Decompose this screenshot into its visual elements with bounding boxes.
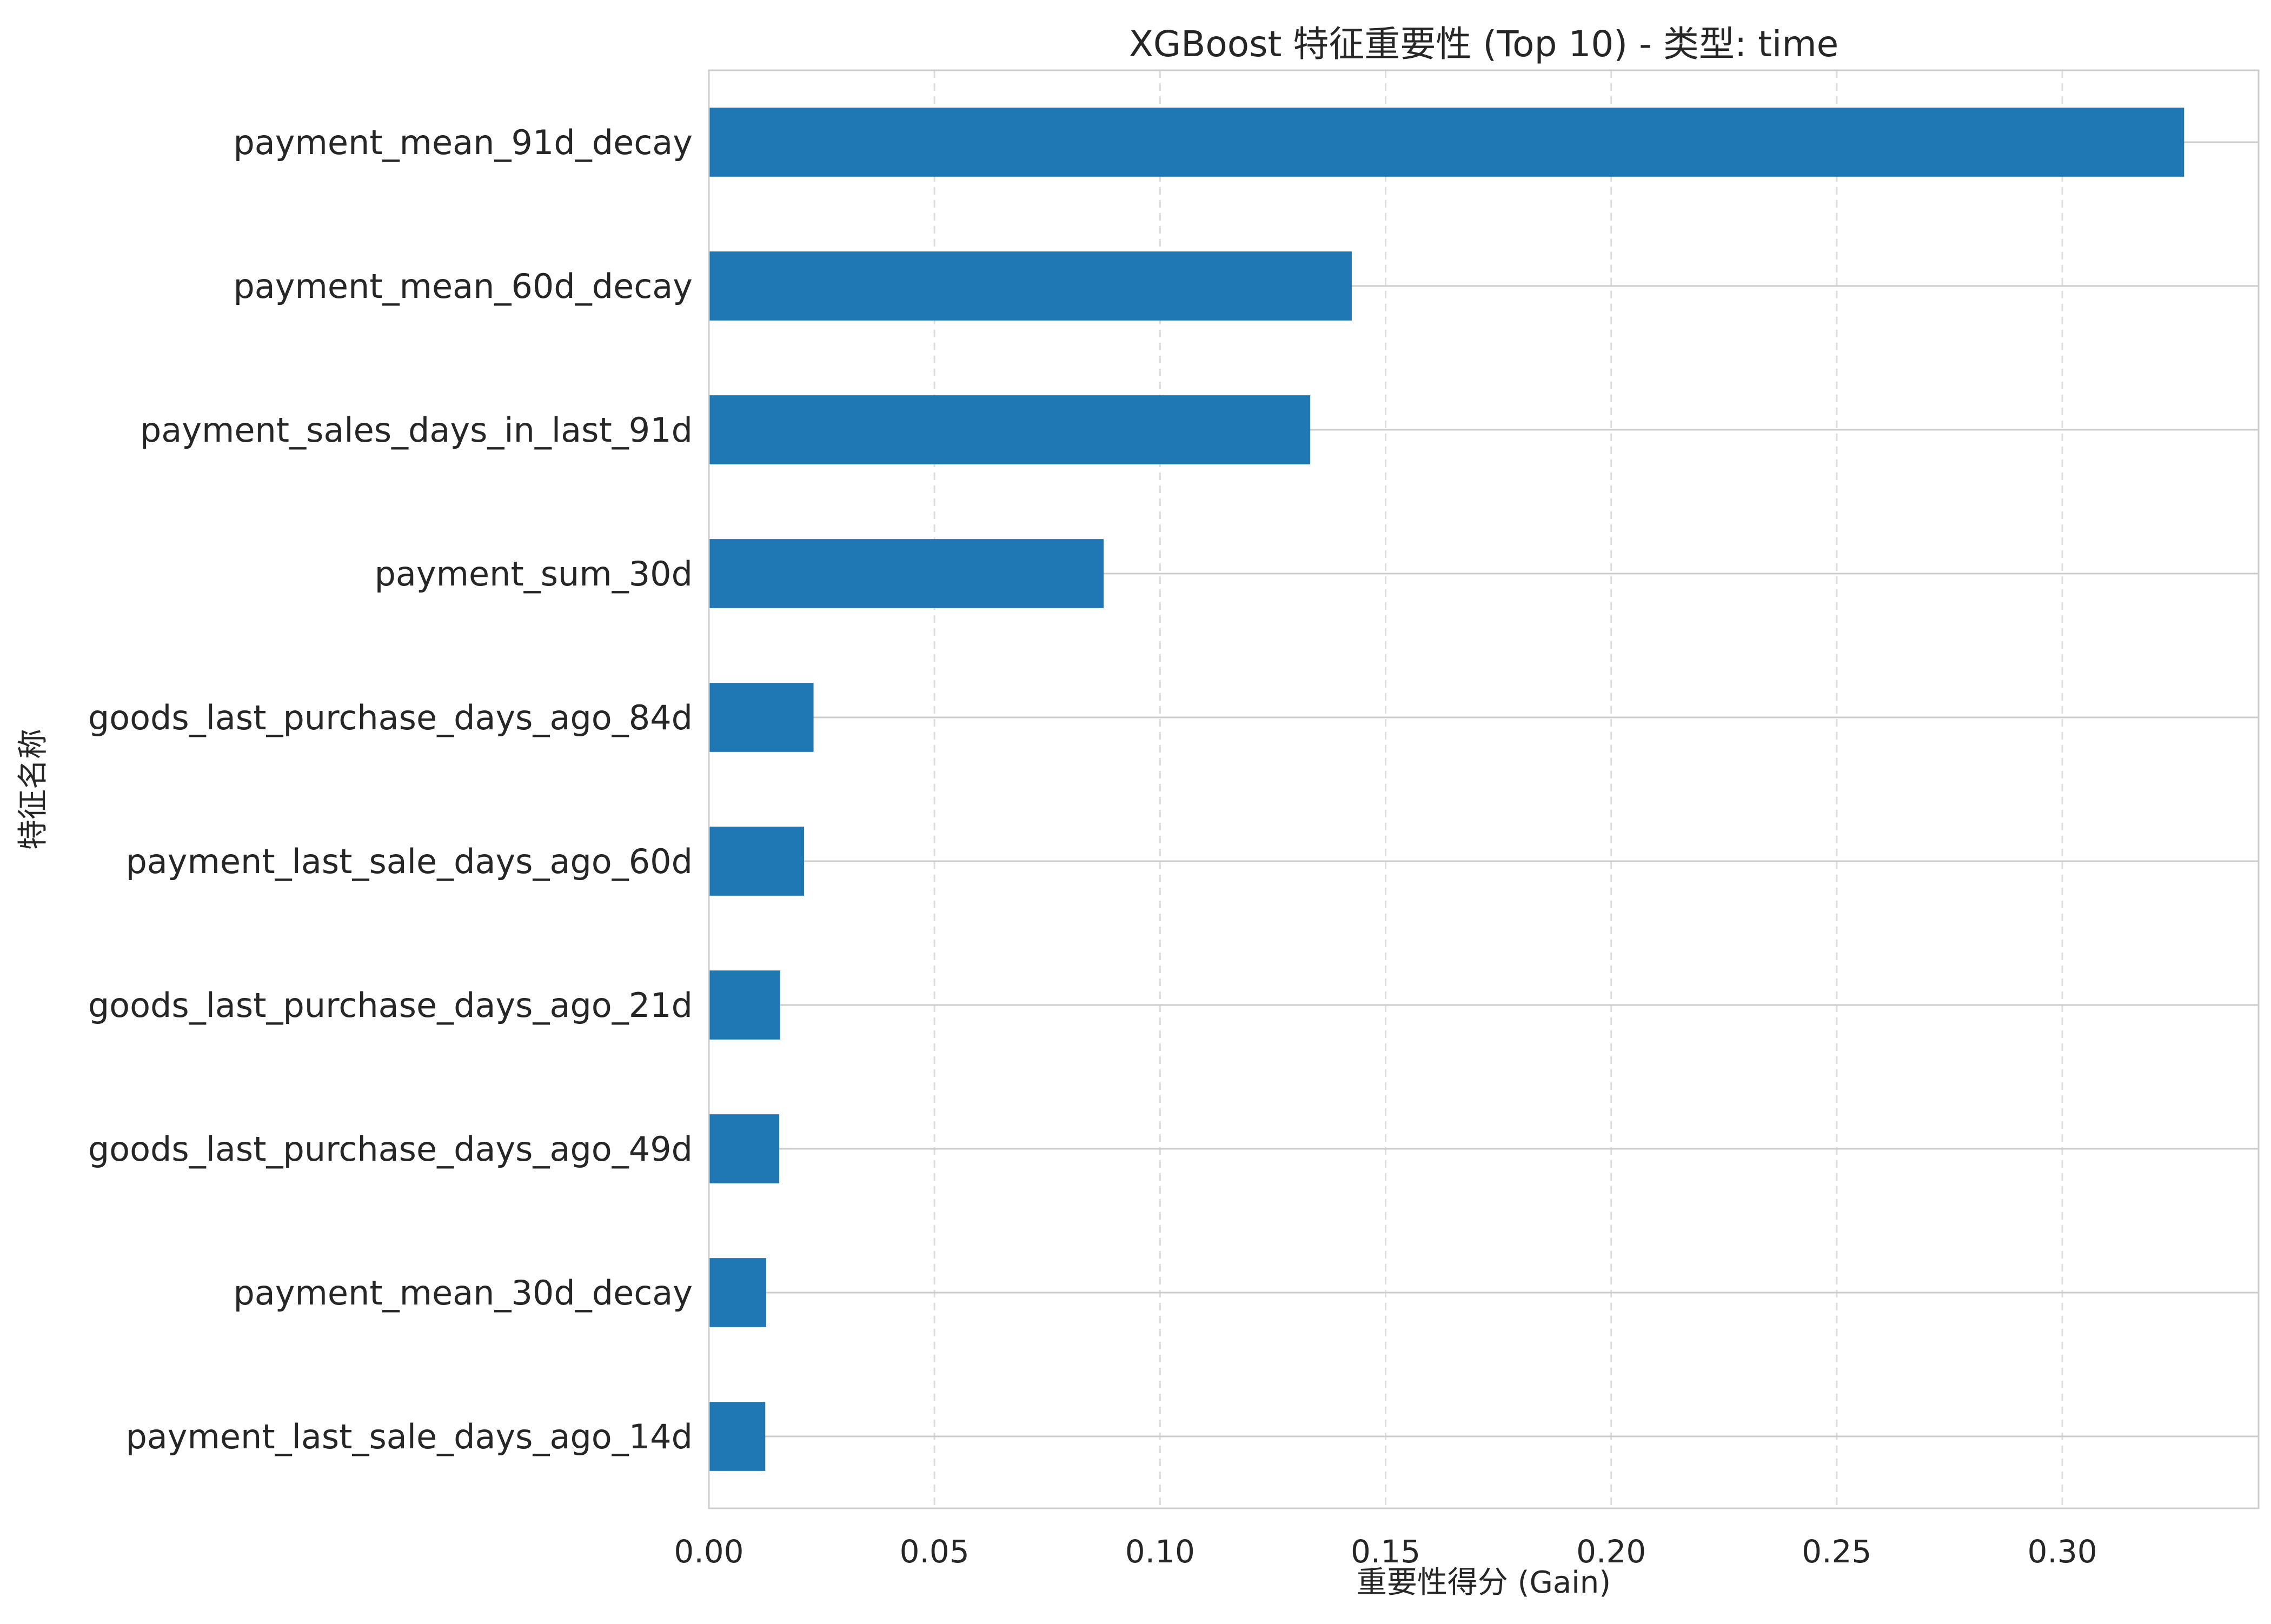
bar: [709, 683, 814, 752]
y-tick-label: goods_last_purchase_days_ago_21d: [88, 986, 693, 1025]
x-tick-label: 0.05: [900, 1533, 970, 1570]
bar: [709, 108, 2184, 177]
y-tick-labels: payment_mean_91d_decay payment_mean_60d_d…: [88, 123, 693, 1456]
bar: [709, 1114, 780, 1183]
x-tick-label: 0.00: [674, 1533, 743, 1570]
chart-title: XGBoost 特征重要性 (Top 10) - 类型: time: [1129, 23, 1839, 65]
x-tick-label: 0.25: [1802, 1533, 1871, 1570]
y-tick-label: payment_mean_30d_decay: [233, 1273, 693, 1313]
y-tick-label: goods_last_purchase_days_ago_84d: [88, 698, 693, 737]
bar: [709, 539, 1104, 608]
plot-frame: [708, 69, 2260, 1509]
grid: [709, 70, 2259, 1508]
y-tick-label: payment_last_sale_days_ago_60d: [125, 842, 693, 881]
x-tick-labels: 0.00 0.05 0.10 0.15 0.20 0.25 0.30: [674, 1533, 2097, 1570]
bar: [709, 1258, 766, 1327]
y-tick-label: goods_last_purchase_days_ago_49d: [88, 1129, 693, 1169]
bar: [709, 827, 805, 896]
bar: [709, 1402, 766, 1471]
x-tick-label: 0.20: [1576, 1533, 1646, 1570]
x-tick-label: 0.30: [2027, 1533, 2097, 1570]
bars: [709, 108, 2184, 1471]
y-tick-label: payment_sum_30d: [375, 554, 693, 594]
x-axis-label: 重要性得分 (Gain): [1357, 1565, 1611, 1600]
x-tick-label: 0.10: [1125, 1533, 1195, 1570]
y-tick-label: payment_mean_60d_decay: [233, 267, 693, 306]
x-tick-label: 0.15: [1351, 1533, 1420, 1570]
bar: [709, 970, 780, 1040]
y-tick-label: payment_mean_91d_decay: [233, 123, 693, 162]
y-axis-label: 特征名称: [16, 729, 51, 850]
bar: [709, 251, 1352, 321]
y-tick-label: payment_sales_days_in_last_91d: [140, 410, 693, 450]
y-tick-label: payment_last_sale_days_ago_14d: [125, 1417, 693, 1456]
bar: [709, 395, 1311, 464]
